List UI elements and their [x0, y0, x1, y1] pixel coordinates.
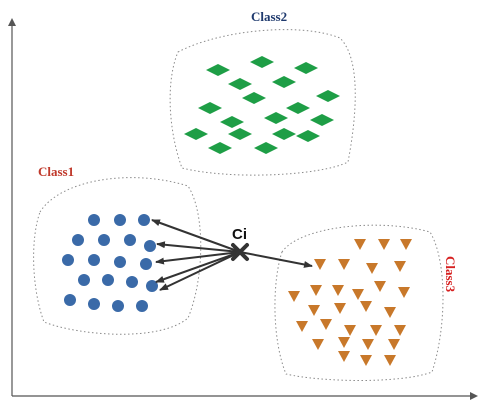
class3-triangle	[366, 263, 378, 274]
query-point	[231, 243, 249, 261]
class3-triangle	[308, 305, 320, 316]
class1-circle	[112, 300, 124, 312]
class1-circle	[98, 234, 110, 246]
class3-triangle	[344, 325, 356, 336]
class3-label: Class3	[443, 256, 458, 293]
distance-arrow	[156, 241, 241, 253]
class1-circle	[136, 300, 148, 312]
class1-circle	[72, 234, 84, 246]
class3-triangle	[360, 301, 372, 312]
class2-diamond	[198, 102, 222, 114]
class1-circle	[88, 214, 100, 226]
class3-points	[288, 239, 412, 366]
class2-diamond	[310, 114, 334, 126]
class2-diamond	[316, 90, 340, 102]
class2-diamond	[264, 112, 288, 124]
class1-label: Class1	[38, 164, 74, 179]
class3-triangle	[362, 339, 374, 350]
class1-circle	[88, 298, 100, 310]
class2-diamond	[228, 128, 252, 140]
class1-circle	[146, 280, 158, 292]
class3-boundary	[274, 224, 444, 381]
class2-diamond	[254, 142, 278, 154]
class3-triangle	[338, 259, 350, 270]
class1-circle	[126, 276, 138, 288]
class3-triangle	[370, 325, 382, 336]
class1-circle	[88, 254, 100, 266]
distance-arrow	[151, 219, 241, 253]
class3-triangle	[384, 307, 396, 318]
class3-triangle	[400, 239, 412, 250]
class2-diamond	[250, 56, 274, 68]
class2-diamond	[286, 102, 310, 114]
class2-diamond	[294, 62, 318, 74]
class3-triangle	[288, 291, 300, 302]
class3-triangle	[334, 303, 346, 314]
class3-triangle	[388, 339, 400, 350]
class1-circle	[102, 274, 114, 286]
class3-triangle	[314, 259, 326, 270]
query-label: Ci	[232, 226, 247, 243]
class1-circle	[64, 294, 76, 306]
class3-triangle	[332, 285, 344, 296]
class2-diamond	[184, 128, 208, 140]
class1-circle	[144, 240, 156, 252]
class2-diamond	[220, 116, 244, 128]
class1-circle	[62, 254, 74, 266]
class1-points	[62, 214, 158, 312]
class3-triangle	[378, 239, 390, 250]
class3-triangle	[354, 239, 366, 250]
class3-triangle	[394, 261, 406, 272]
class2-diamond	[206, 64, 230, 76]
class1-circle	[114, 256, 126, 268]
class3-triangle	[310, 285, 322, 296]
class3-triangle	[374, 281, 386, 292]
class2-diamond	[296, 130, 320, 142]
class3-triangle	[312, 339, 324, 350]
class3-triangle	[338, 351, 350, 362]
class2-diamond	[228, 78, 252, 90]
distance-arrow	[155, 251, 241, 283]
class3-triangle	[384, 355, 396, 366]
class3-triangle	[398, 287, 410, 298]
class2-label: Class2	[251, 9, 287, 24]
class2-points	[184, 56, 340, 154]
class1-circle	[124, 234, 136, 246]
class3-triangle	[360, 355, 372, 366]
class1-circle	[78, 274, 90, 286]
class2-diamond	[272, 76, 296, 88]
class3-triangle	[320, 319, 332, 330]
class3-triangle	[394, 325, 406, 336]
class2-diamond	[208, 142, 232, 154]
distance-arrows	[151, 219, 313, 291]
class2-diamond	[272, 128, 296, 140]
class2-boundary	[169, 29, 356, 176]
distance-arrow	[239, 251, 313, 268]
class1-circle	[114, 214, 126, 226]
class1-circle	[140, 258, 152, 270]
class2-diamond	[242, 92, 266, 104]
class3-triangle	[296, 321, 308, 332]
class3-triangle	[352, 289, 364, 300]
distance-arrow	[159, 251, 241, 291]
distance-arrow	[155, 251, 241, 265]
class3-triangle	[338, 337, 350, 348]
class1-circle	[138, 214, 150, 226]
